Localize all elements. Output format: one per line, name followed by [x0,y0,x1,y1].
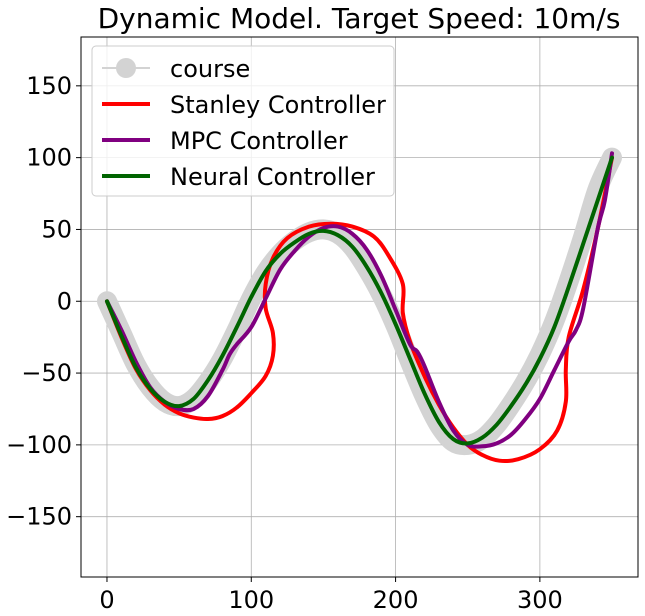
chart-title: Dynamic Model. Target Speed: 10m/s [98,2,621,35]
y-tick-label: 150 [26,72,72,100]
x-tick-label: 200 [373,586,419,614]
y-tick-label: 100 [26,144,72,172]
legend-label: Stanley Controller [170,91,386,119]
x-tick-label: 0 [99,586,114,614]
legend-label: course [170,55,250,83]
series-line-2 [105,151,614,449]
legend-label: Neural Controller [170,163,375,191]
x-tick-label: 300 [517,586,563,614]
ticks: 0 100 200 300 −150 −100 −50 0 50 100 150 [6,72,563,614]
y-tick-label: −50 [21,359,72,387]
plot-frame [80,36,639,578]
legend-box [91,45,395,197]
y-tick-label: 0 [57,287,72,315]
y-tick-label: 50 [41,215,72,243]
series-line-3 [105,155,614,446]
y-tick-label: −100 [6,431,72,459]
y-tick-label: −150 [6,503,72,531]
legend-label: MPC Controller [170,127,348,155]
x-tick-label: 100 [228,586,274,614]
series-line-1 [105,155,614,464]
series-group [97,147,622,464]
legend: course Stanley Controller MPC Controller Ne… [91,45,395,197]
legend-marker [116,58,136,78]
